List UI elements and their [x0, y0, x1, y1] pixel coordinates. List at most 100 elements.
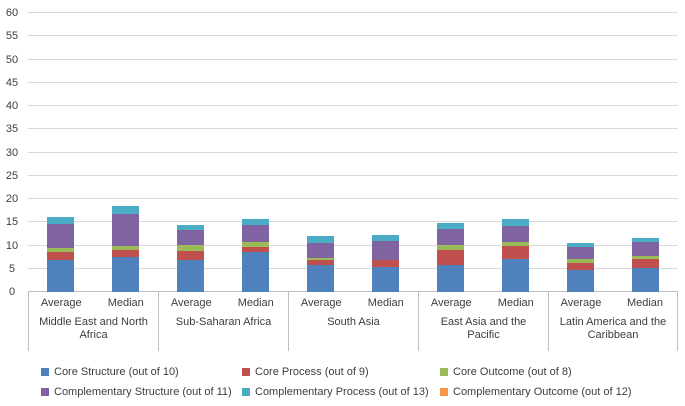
- category-label: Average: [560, 297, 602, 309]
- grid-layer: [28, 12, 678, 292]
- bar-segment: [567, 246, 594, 260]
- category-label: Average: [170, 297, 212, 309]
- bar-segment: [242, 242, 269, 247]
- bar-group: [548, 13, 678, 292]
- category-label: Average: [300, 297, 342, 309]
- legend-label: Complementary Outcome (out of 12): [453, 386, 632, 398]
- bar-group: [28, 13, 158, 292]
- bar-segment: [242, 218, 269, 225]
- legend-swatch-icon: [242, 368, 250, 376]
- region-group-label: Sub-Saharan Africa: [175, 316, 272, 328]
- bar-segment: [372, 241, 399, 261]
- bar-segment: [47, 252, 74, 261]
- y-axis-tick-label: 35: [5, 123, 19, 136]
- gridline: [28, 105, 678, 106]
- bar-segment: [632, 256, 659, 260]
- legend-item: Complementary Outcome (out of 12): [440, 386, 681, 398]
- bar-segment: [112, 249, 139, 258]
- bar-segment: [502, 259, 529, 292]
- category-group: Average Median East Asia and the Pacific: [418, 292, 548, 351]
- stacked-bar-average: [567, 243, 594, 292]
- bar-segment: [502, 225, 529, 242]
- bar-segment: [47, 217, 74, 225]
- y-axis-tick-label: 25: [5, 169, 19, 182]
- bar-segment: [307, 260, 334, 266]
- legend-swatch-icon: [41, 388, 49, 396]
- gridline: [28, 81, 678, 83]
- bar-slot: [483, 13, 548, 292]
- y-axis-tick-label: 40: [5, 100, 19, 112]
- stacked-bar-median: [502, 218, 529, 292]
- bar-segment: [242, 246, 269, 253]
- stacked-bar-average: [47, 217, 74, 292]
- legend-label: Complementary Structure (out of 11): [54, 386, 232, 398]
- bar-segment: [502, 241, 529, 246]
- bar-slot: [288, 13, 353, 292]
- legend-label: Complementary Process (out of 13): [255, 386, 429, 398]
- bar-segment: [177, 224, 204, 230]
- bar-segment: [47, 247, 74, 253]
- bar-group: [288, 13, 418, 292]
- gridline: [28, 221, 678, 223]
- bar-segment: [372, 235, 399, 242]
- bar-segment: [437, 222, 464, 230]
- legend-item: Core Outcome (out of 8): [440, 366, 681, 378]
- category-label: Average: [40, 297, 82, 309]
- gridline: [28, 35, 678, 37]
- bar-segment: [177, 251, 204, 260]
- gridline: [28, 151, 678, 153]
- x-axis-line: [28, 291, 678, 292]
- bar-segment: [567, 270, 594, 292]
- bar-segment: [437, 244, 464, 251]
- y-axis-tick-label: 30: [5, 146, 19, 159]
- legend-label: Core Process (out of 9): [255, 366, 369, 378]
- category-group: Average Median Latin America and the Carib…: [548, 292, 678, 351]
- bar-slot: [353, 13, 418, 292]
- category-label: Average: [430, 297, 472, 309]
- bar-slot: [548, 13, 613, 292]
- bar-segment: [502, 245, 529, 260]
- y-axis-tick-label: 60: [5, 7, 19, 19]
- bar-segment: [372, 260, 399, 268]
- bar-segment: [632, 259, 659, 268]
- stacked-bar-average: [437, 222, 464, 292]
- y-axis-tick-label: 0: [8, 286, 16, 298]
- bar-segment: [567, 263, 594, 271]
- category-label: Median: [626, 297, 664, 309]
- bar-segment: [177, 259, 204, 292]
- category-label: Median: [107, 297, 144, 309]
- stacked-bar-median: [372, 235, 399, 292]
- bar-segment: [437, 229, 464, 245]
- legend: Core Structure (out of 10) Core Process (…: [41, 362, 681, 402]
- legend-swatch-icon: [440, 368, 448, 376]
- category-group: Average Median South Asia: [288, 292, 418, 351]
- category-label: Median: [237, 297, 274, 309]
- region-group-label: East Asia and the Pacific: [440, 316, 527, 341]
- bar-segment: [242, 224, 269, 243]
- bar-segment: [112, 205, 139, 215]
- y-axis-tick-label: 10: [5, 239, 19, 252]
- bar-segment: [437, 250, 464, 266]
- bar-slot: [223, 13, 288, 292]
- bar-segment: [372, 267, 399, 292]
- category-label: Median: [497, 297, 534, 309]
- bar-segment: [307, 243, 334, 258]
- bar-group: [418, 13, 548, 292]
- legend-item: Core Process (out of 9): [242, 366, 440, 378]
- bar-segment: [47, 224, 74, 248]
- gridline: [28, 267, 678, 269]
- gridline: [28, 12, 678, 13]
- legend-item: Complementary Process (out of 13): [242, 386, 440, 398]
- bar-segment: [177, 244, 204, 252]
- bar-slot: [158, 13, 223, 292]
- legend-label: Core Outcome (out of 8): [453, 366, 572, 378]
- region-group-label: South Asia: [327, 316, 380, 328]
- y-axis-tick-label: 5: [8, 262, 16, 275]
- bar-segment: [632, 267, 659, 292]
- category-label: Median: [367, 297, 404, 309]
- gridline: [28, 128, 678, 130]
- stacked-bar-median: [632, 237, 659, 292]
- gridline: [28, 244, 678, 246]
- category-axis: Average Median Middle East and North Afric…: [28, 292, 678, 351]
